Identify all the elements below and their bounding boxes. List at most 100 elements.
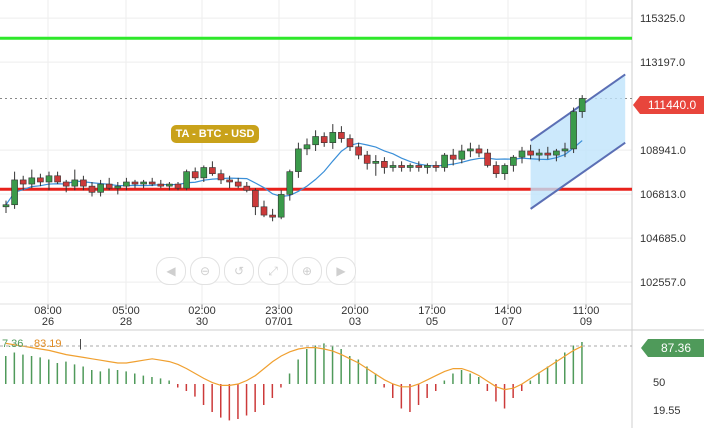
oscillator-bar — [280, 384, 282, 388]
oscillator-bar — [478, 377, 480, 384]
price-axis-label: 113197.0 — [640, 57, 685, 69]
candle-body — [501, 165, 509, 175]
oscillator-bar — [116, 370, 119, 384]
candle — [234, 177, 242, 189]
candle — [398, 161, 405, 172]
date-axis-label: 03 — [349, 316, 361, 328]
scroll-right-icon[interactable]: ▶ — [326, 257, 356, 285]
oscillator-bar — [134, 373, 136, 384]
zoom-fit-icon[interactable]: ⤢ — [258, 257, 288, 285]
candle-body — [2, 204, 10, 208]
oscillator-bar — [159, 378, 162, 384]
candle — [329, 124, 337, 149]
date-axis-label: 28 — [120, 316, 132, 328]
candle-body — [458, 150, 466, 160]
candle — [19, 175, 27, 191]
oscillator-bar — [211, 384, 213, 412]
oscillator-axis-label: 19.55 — [653, 405, 681, 417]
candle — [295, 142, 302, 178]
date-axis-label: 07/01 — [265, 316, 293, 328]
candle-body — [252, 189, 259, 208]
time-axis-label: 23:00 — [265, 305, 293, 317]
candle-body — [355, 146, 362, 156]
oscillator-bar — [349, 356, 351, 384]
candle-body — [217, 173, 225, 181]
candle — [37, 173, 44, 187]
candle-body — [28, 177, 36, 185]
candle-body — [381, 161, 388, 168]
oscillator-bar — [383, 384, 385, 388]
candle-body — [432, 165, 440, 168]
candle-body — [114, 185, 122, 189]
oscillator-bar — [340, 349, 342, 384]
candle-body — [312, 136, 319, 146]
candle-body — [578, 98, 586, 112]
oscillator-bar — [91, 370, 93, 384]
candle-body — [166, 183, 173, 187]
oscillator-bar — [254, 384, 256, 412]
candle — [527, 144, 534, 160]
candle — [424, 163, 431, 174]
candle-body — [329, 132, 337, 143]
candle — [432, 161, 440, 172]
oscillator-bar — [366, 366, 368, 384]
candle-body — [54, 175, 61, 183]
candle — [406, 163, 414, 172]
oscillator-bar — [5, 356, 7, 384]
candle — [544, 146, 552, 160]
candle — [561, 142, 569, 158]
oscillator-bar — [125, 371, 127, 384]
candle-body — [243, 185, 251, 191]
oscillator-bar — [400, 384, 403, 409]
candle-body — [277, 194, 285, 218]
candle-body — [510, 156, 517, 166]
oscillator-bar — [13, 352, 16, 384]
candle — [260, 200, 268, 218]
candle — [114, 181, 122, 195]
candle-body — [174, 183, 182, 189]
candle — [355, 142, 362, 160]
zoom-in-icon[interactable]: ⊕ — [292, 257, 322, 285]
oscillator-marker: | — [79, 338, 82, 350]
oscillator-bar — [22, 354, 24, 384]
candle-body — [226, 179, 233, 183]
candle — [88, 181, 96, 197]
candle — [71, 169, 79, 191]
candle — [492, 161, 500, 178]
oscillator-bar — [202, 384, 205, 405]
candle — [217, 169, 225, 185]
time-axis-label: 08:00 — [34, 305, 62, 317]
date-axis-label: 09 — [580, 316, 592, 328]
oscillator-bar — [194, 384, 196, 397]
candle-body — [45, 175, 53, 183]
candle — [123, 177, 130, 191]
candle — [277, 190, 285, 220]
candle — [415, 161, 423, 172]
candle — [389, 161, 397, 172]
channel-lower-line — [530, 141, 626, 210]
price-axis-label: 104685.0 — [640, 233, 686, 245]
zoom-reset-icon[interactable]: ↺ — [224, 257, 254, 285]
candle — [484, 148, 491, 168]
oscillator-bar — [460, 370, 463, 384]
oscillator-bar — [30, 356, 33, 384]
chart-navigation: ◀ ⊖ ↺ ⤢ ⊕ ▶ — [156, 257, 356, 285]
oscillator-bar — [65, 361, 67, 384]
candle — [467, 142, 474, 158]
candle — [209, 161, 216, 176]
oscillator-bar — [538, 373, 540, 384]
candle-body — [80, 179, 87, 187]
oscillator-bar — [82, 366, 84, 384]
candle-body — [71, 179, 79, 187]
candle-body — [157, 183, 165, 187]
oscillator-bar — [409, 384, 411, 412]
oscillator-bar — [39, 357, 41, 384]
zoom-out-icon[interactable]: ⊖ — [190, 257, 220, 285]
scroll-left-icon[interactable]: ◀ — [156, 257, 186, 285]
candle-body — [37, 177, 44, 183]
oscillator-bar — [73, 364, 76, 384]
oscillator-bar — [306, 349, 308, 384]
oscillator-value-tag: 87.36 — [641, 339, 704, 357]
